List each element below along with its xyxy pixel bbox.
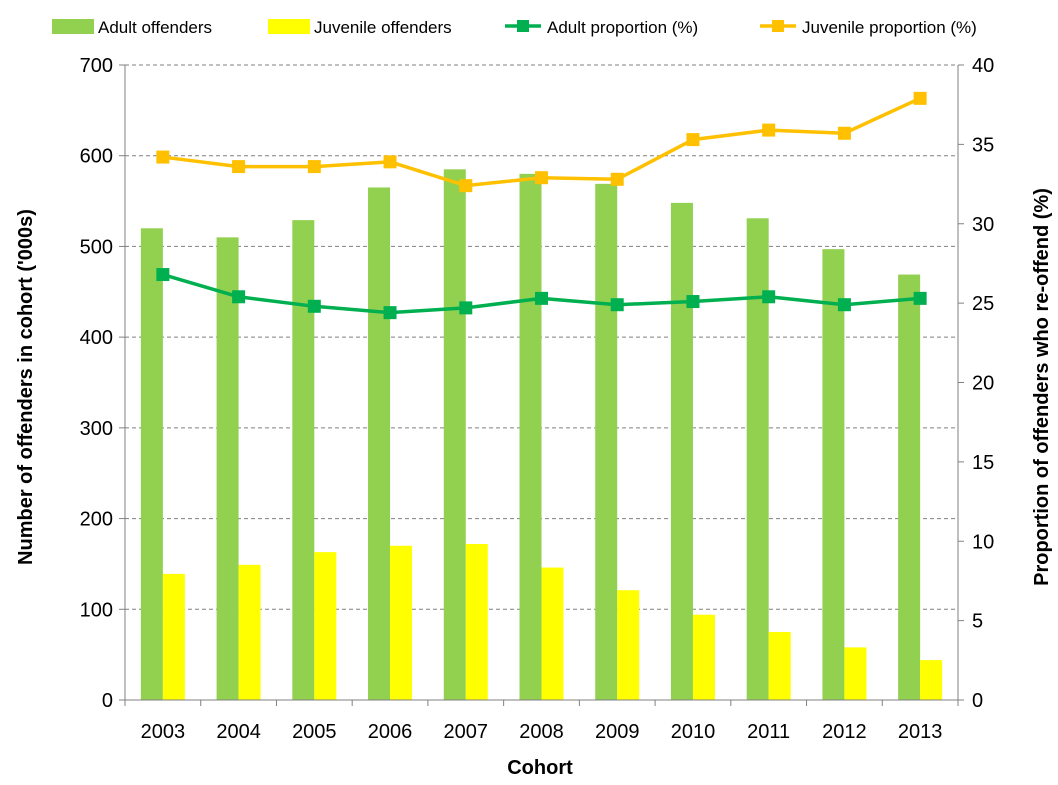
bar-adult-offenders — [443, 169, 466, 701]
x-tick-label: 2003 — [141, 721, 186, 743]
x-tick-label: 2005 — [292, 721, 337, 743]
point-juvenile-proportion — [686, 133, 700, 147]
bar-adult-offenders — [292, 220, 315, 700]
point-juvenile-proportion — [156, 150, 170, 164]
bar-juvenile-offenders — [692, 614, 715, 700]
point-adult-proportion — [383, 306, 397, 320]
bar-juvenile-offenders — [465, 543, 488, 700]
x-tick-label: 2010 — [671, 721, 716, 743]
legend-swatch-juvenile-offenders — [268, 19, 310, 34]
bar-juvenile-offenders — [844, 647, 867, 700]
x-tick-label: 2012 — [822, 721, 867, 743]
point-juvenile-proportion — [762, 123, 776, 137]
legend: Adult offenders Juvenile offenders Adult p… — [52, 18, 977, 37]
point-juvenile-proportion — [383, 155, 397, 169]
point-juvenile-proportion — [913, 91, 927, 105]
bar-adult-offenders — [595, 183, 618, 701]
y-axis-title: Number of offenders in cohort ('000s) — [15, 209, 37, 565]
y-tick-label: 700 — [80, 55, 113, 77]
bar-juvenile-offenders — [768, 631, 791, 700]
legend-label-adult-proportion: Adult proportion (%) — [547, 18, 698, 37]
y-tick-label: 400 — [80, 327, 113, 349]
x-tick-label: 2013 — [898, 721, 943, 743]
bar-juvenile-offenders — [162, 573, 185, 700]
point-juvenile-proportion — [307, 160, 321, 174]
y-tick-label: 300 — [80, 418, 113, 440]
bar-juvenile-offenders — [920, 660, 943, 700]
y-tick-label: 100 — [80, 599, 113, 621]
x-tick-label: 2007 — [444, 721, 489, 743]
bar-juvenile-offenders — [541, 567, 564, 700]
x-tick-label: 2008 — [519, 721, 564, 743]
x-tick-label: 2006 — [368, 721, 413, 743]
point-juvenile-proportion — [610, 172, 624, 186]
y2-tick-label: 15 — [972, 452, 994, 474]
y-tick-label: 0 — [102, 690, 113, 712]
point-adult-proportion — [535, 291, 548, 305]
bar-adult-offenders — [670, 202, 693, 700]
bar-adult-offenders — [216, 237, 239, 700]
legend-label-adult-offenders: Adult offenders — [98, 18, 212, 37]
point-juvenile-proportion — [837, 126, 851, 140]
y2-tick-label: 40 — [972, 55, 994, 77]
point-adult-proportion — [762, 290, 776, 304]
y2-tick-label: 5 — [972, 611, 983, 633]
point-juvenile-proportion — [232, 160, 246, 174]
y2-axis-title: Proportion of offenders who re-offend (%… — [1031, 188, 1053, 586]
point-adult-proportion — [913, 291, 927, 305]
x-tick-label: 2004 — [216, 721, 261, 743]
bar-adult-offenders — [822, 249, 845, 700]
bar-adult-offenders — [368, 187, 391, 700]
y2-tick-label: 25 — [972, 293, 994, 315]
point-adult-proportion — [686, 295, 700, 309]
point-adult-proportion — [232, 290, 246, 304]
bar-adult-offenders — [140, 228, 163, 701]
y2-tick-label: 35 — [972, 134, 994, 156]
y2-tick-label: 10 — [972, 531, 994, 553]
bar-juvenile-offenders — [238, 564, 261, 700]
point-adult-proportion — [156, 268, 170, 282]
legend-marker-adult-proportion — [517, 20, 529, 32]
bar-juvenile-offenders — [617, 590, 640, 700]
point-adult-proportion — [459, 301, 473, 315]
x-tick-label: 2009 — [595, 721, 640, 743]
y-tick-label: 200 — [80, 509, 113, 531]
x-tick-label: 2011 — [747, 721, 790, 743]
y-tick-label: 500 — [80, 236, 113, 258]
point-adult-proportion — [837, 298, 851, 312]
point-juvenile-proportion — [535, 171, 548, 185]
point-adult-proportion — [307, 299, 321, 313]
legend-label-juvenile-offenders: Juvenile offenders — [314, 18, 452, 37]
legend-label-juvenile-proportion: Juvenile proportion (%) — [802, 18, 977, 37]
x-axis-title: Cohort — [507, 757, 573, 779]
y2-tick-label: 20 — [972, 373, 994, 395]
y2-tick-label: 30 — [972, 214, 994, 236]
bar-adult-offenders — [746, 218, 769, 701]
point-adult-proportion — [610, 298, 624, 312]
y2-tick-label: 0 — [972, 690, 983, 712]
bar-adult-offenders — [519, 173, 542, 700]
point-juvenile-proportion — [459, 179, 473, 193]
bar-juvenile-offenders — [314, 552, 337, 700]
y-tick-label: 600 — [80, 146, 113, 168]
legend-swatch-adult-offenders — [52, 19, 94, 34]
legend-marker-juvenile-proportion — [772, 20, 784, 32]
bar-adult-offenders — [898, 274, 921, 700]
bar-juvenile-offenders — [390, 545, 413, 700]
